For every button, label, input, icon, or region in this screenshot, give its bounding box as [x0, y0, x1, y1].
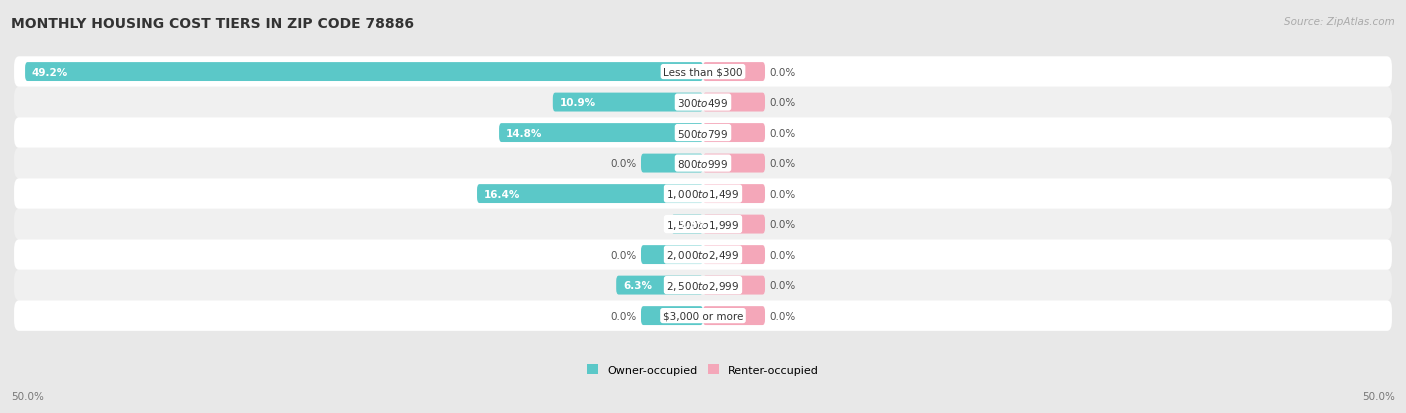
Text: $3,000 or more: $3,000 or more [662, 311, 744, 321]
Text: 16.4%: 16.4% [484, 189, 520, 199]
Legend: Owner-occupied, Renter-occupied: Owner-occupied, Renter-occupied [582, 360, 824, 380]
Text: Less than $300: Less than $300 [664, 67, 742, 77]
FancyBboxPatch shape [641, 306, 703, 325]
FancyBboxPatch shape [703, 185, 765, 204]
Text: MONTHLY HOUSING COST TIERS IN ZIP CODE 78886: MONTHLY HOUSING COST TIERS IN ZIP CODE 7… [11, 17, 415, 31]
FancyBboxPatch shape [703, 93, 765, 112]
Text: $2,000 to $2,499: $2,000 to $2,499 [666, 249, 740, 261]
Text: 0.0%: 0.0% [769, 189, 796, 199]
FancyBboxPatch shape [14, 118, 1392, 148]
Text: Source: ZipAtlas.com: Source: ZipAtlas.com [1284, 17, 1395, 26]
Text: 0.0%: 0.0% [769, 159, 796, 169]
Text: $1,000 to $1,499: $1,000 to $1,499 [666, 188, 740, 201]
FancyBboxPatch shape [671, 215, 703, 234]
Text: 0.0%: 0.0% [610, 250, 637, 260]
FancyBboxPatch shape [14, 270, 1392, 301]
Text: 0.0%: 0.0% [769, 250, 796, 260]
FancyBboxPatch shape [703, 124, 765, 142]
FancyBboxPatch shape [14, 301, 1392, 331]
Text: $800 to $999: $800 to $999 [678, 158, 728, 170]
Text: $1,500 to $1,999: $1,500 to $1,999 [666, 218, 740, 231]
FancyBboxPatch shape [641, 154, 703, 173]
FancyBboxPatch shape [14, 148, 1392, 179]
FancyBboxPatch shape [14, 57, 1392, 88]
FancyBboxPatch shape [641, 246, 703, 264]
FancyBboxPatch shape [703, 246, 765, 264]
Text: 0.0%: 0.0% [769, 280, 796, 290]
FancyBboxPatch shape [14, 240, 1392, 270]
Text: 49.2%: 49.2% [32, 67, 69, 77]
Text: $2,500 to $2,999: $2,500 to $2,999 [666, 279, 740, 292]
Text: 0.0%: 0.0% [769, 220, 796, 230]
Text: 0.0%: 0.0% [610, 159, 637, 169]
Text: $500 to $799: $500 to $799 [678, 127, 728, 139]
Text: 6.3%: 6.3% [623, 280, 652, 290]
FancyBboxPatch shape [25, 63, 703, 82]
FancyBboxPatch shape [14, 179, 1392, 209]
Text: 50.0%: 50.0% [1362, 392, 1395, 401]
FancyBboxPatch shape [553, 93, 703, 112]
FancyBboxPatch shape [703, 306, 765, 325]
Text: 0.0%: 0.0% [610, 311, 637, 321]
Text: 10.9%: 10.9% [560, 98, 596, 108]
Text: 0.0%: 0.0% [769, 67, 796, 77]
FancyBboxPatch shape [14, 209, 1392, 240]
FancyBboxPatch shape [703, 276, 765, 295]
Text: 0.0%: 0.0% [769, 128, 796, 138]
Text: $300 to $499: $300 to $499 [678, 97, 728, 109]
FancyBboxPatch shape [703, 215, 765, 234]
Text: 0.0%: 0.0% [769, 311, 796, 321]
FancyBboxPatch shape [703, 154, 765, 173]
FancyBboxPatch shape [703, 63, 765, 82]
FancyBboxPatch shape [14, 88, 1392, 118]
Text: 50.0%: 50.0% [11, 392, 44, 401]
FancyBboxPatch shape [616, 276, 703, 295]
Text: 2.3%: 2.3% [678, 220, 707, 230]
FancyBboxPatch shape [499, 124, 703, 142]
Text: 14.8%: 14.8% [506, 128, 543, 138]
Text: 0.0%: 0.0% [769, 98, 796, 108]
FancyBboxPatch shape [477, 185, 703, 204]
